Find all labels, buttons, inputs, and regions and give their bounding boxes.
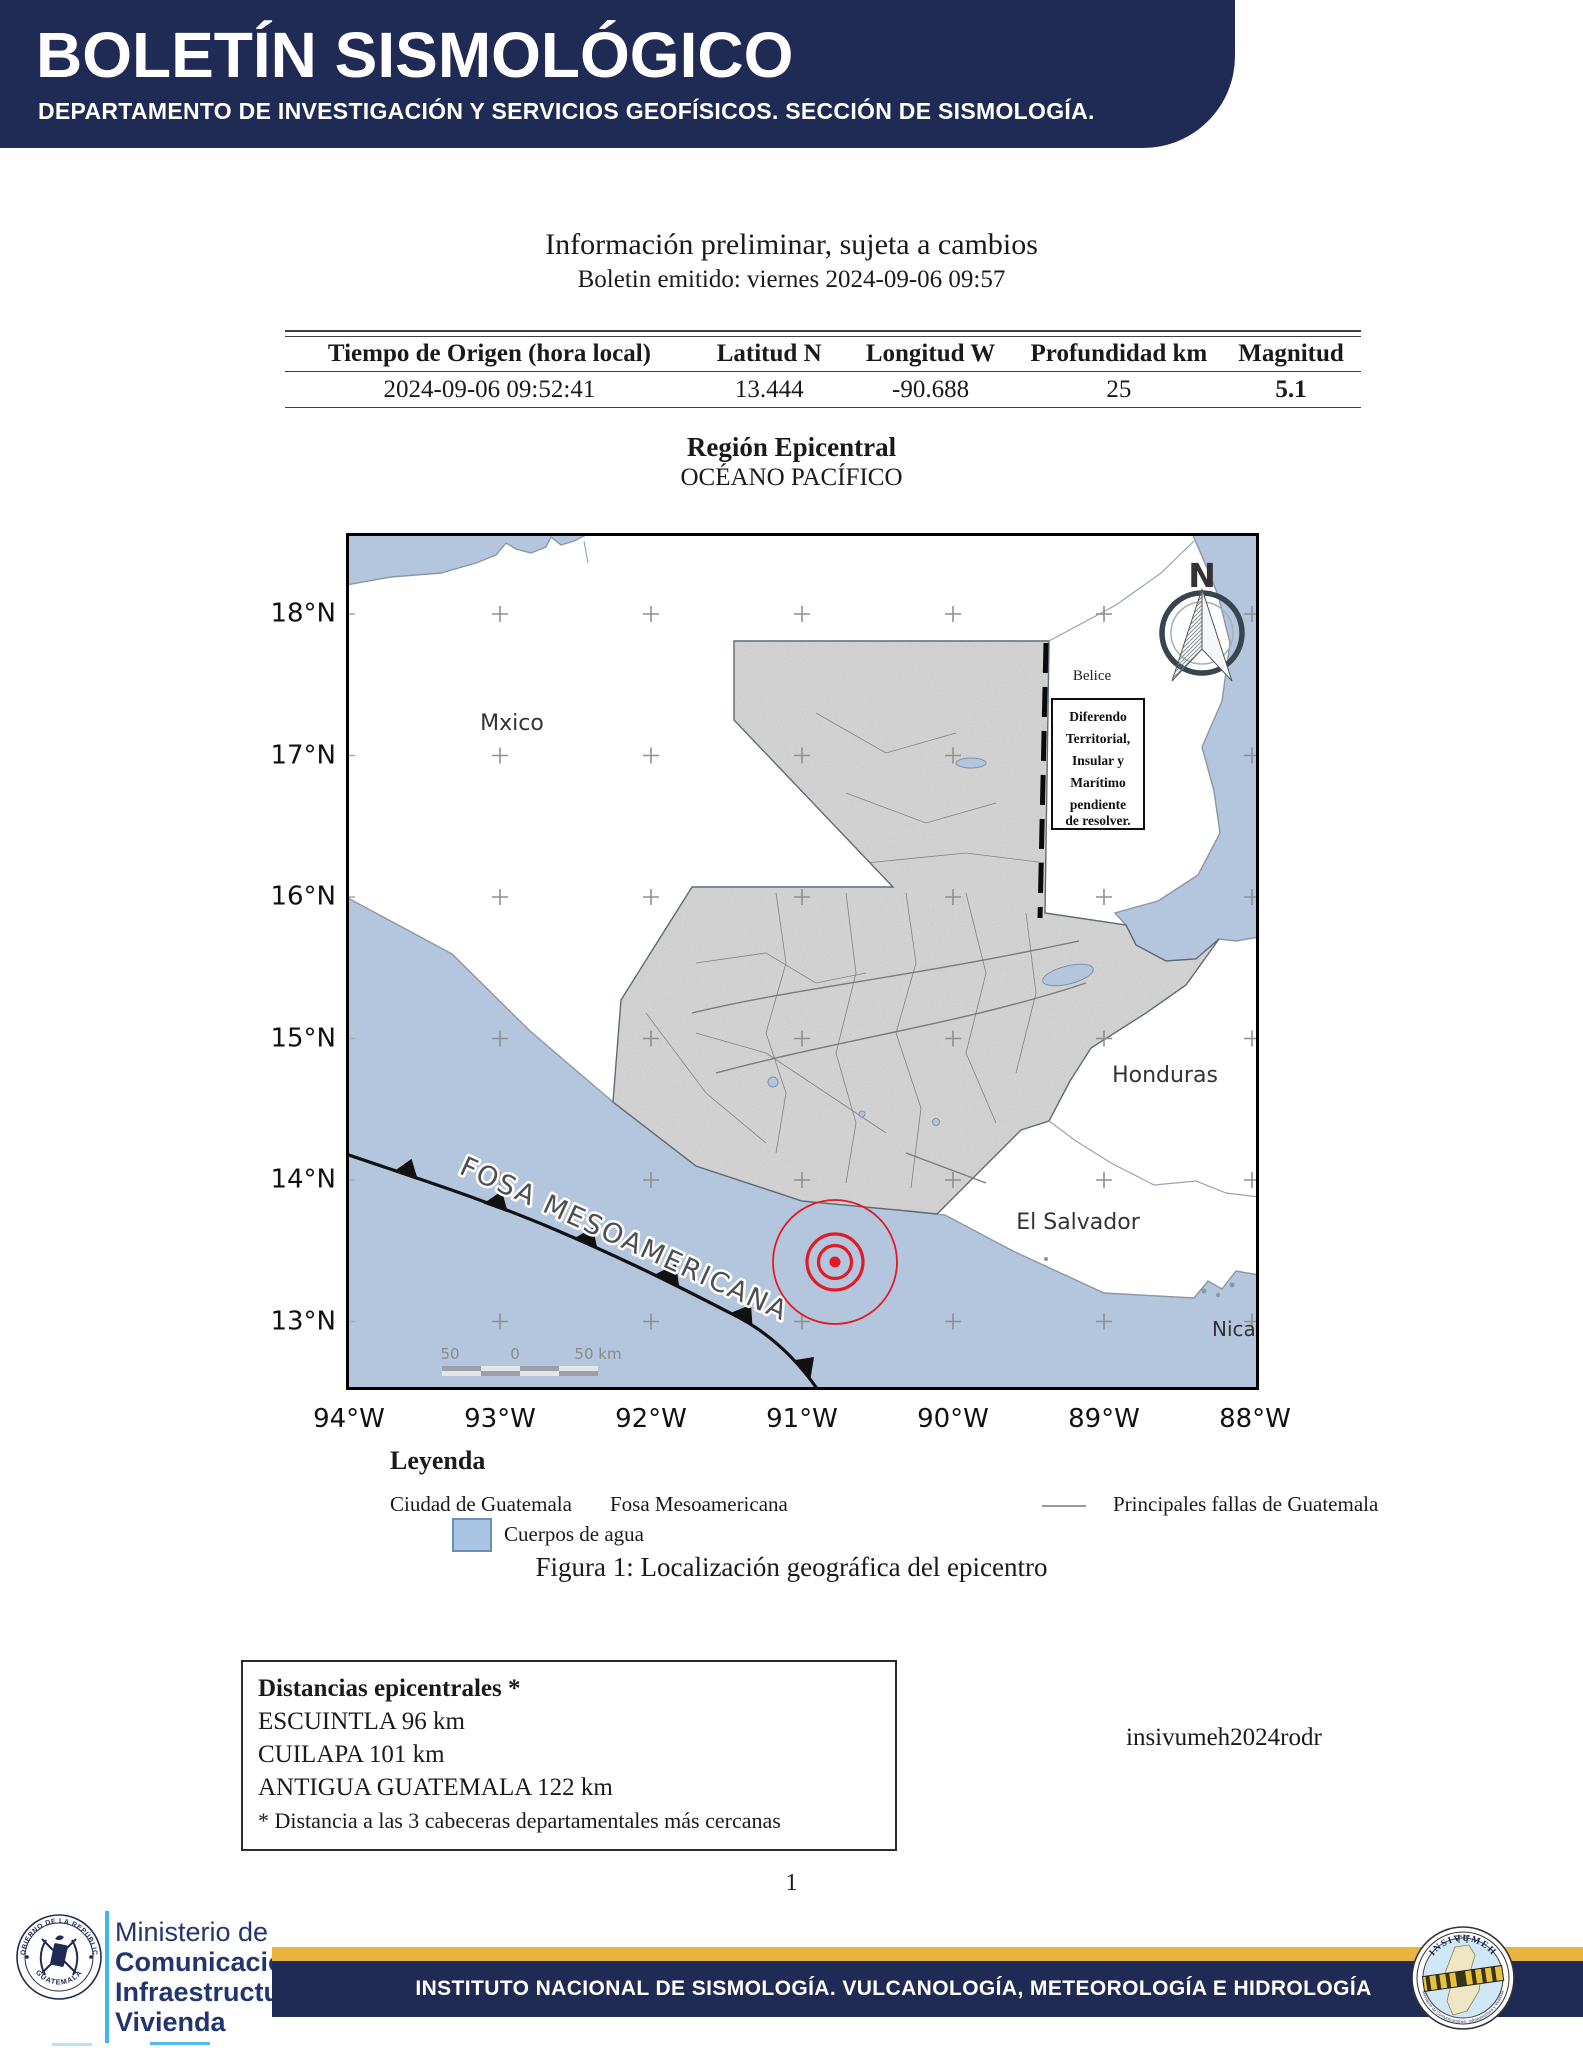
subduction-teeth [393, 1158, 815, 1379]
dispute-line: pendiente [1070, 797, 1126, 812]
lat-label-17n: 17°N [270, 740, 336, 771]
pacific-ocean [346, 896, 1259, 1390]
lat-label-16n: 16°N [270, 881, 336, 912]
legend-item-faults: Principales fallas de Guatemala [1113, 1492, 1379, 1516]
label-mexico: Mxico [480, 711, 544, 736]
compass-n-label: N [1188, 556, 1216, 595]
compass-icon: N [1159, 556, 1245, 682]
fault-lines [691, 940, 1087, 1184]
lat-label-18n: 18°N [270, 598, 336, 629]
col-header-magnitude: Magnitud [1238, 340, 1344, 367]
government-seal-icon: GOBIERNO DE LA REPÚBLICA GUATEMALA [15, 1913, 102, 2000]
lon-label-94w: 94°W [313, 1404, 385, 1434]
lat-label-13n: 13°N [270, 1306, 336, 1337]
disputed-border-dashed [1037, 642, 1049, 919]
header-banner: BOLETÍN SISMOLÓGICO DEPARTAMENTO DE INVE… [0, 0, 1235, 148]
col-header-origin-time: Tiempo de Origen (hora local) [327, 340, 651, 367]
region-title: Región Epicentral [686, 432, 897, 462]
footer-gold-strip [272, 1947, 1583, 1961]
map-frame [346, 533, 1259, 1390]
epicentral-map: FOSA MESOAMERICANA Mxico Belice Honduras… [346, 533, 1259, 1390]
dispute-line: Territorial, [1066, 731, 1130, 746]
lakes [767, 757, 1094, 1126]
water-swatch-icon [452, 1518, 492, 1552]
cell-magnitude: 5.1 [1275, 375, 1307, 403]
dispute-line: de resolver. [1065, 813, 1130, 828]
label-belize: Belice [1073, 668, 1112, 684]
scale-bar: 50 0 50 km [440, 1345, 622, 1376]
distance-line: ESCUINTLA 96 km [258, 1708, 465, 1735]
col-header-depth: Profundidad km [1030, 340, 1208, 367]
table-rule-mid [285, 371, 1361, 372]
lon-label-90w: 90°W [917, 1404, 989, 1434]
distance-line: CUILAPA 101 km [258, 1741, 445, 1768]
table-rule-top [285, 330, 1361, 332]
mexico-belize-border [1048, 540, 1195, 642]
cutoff-mark [52, 2043, 92, 2046]
label-nicaragua: Nicara [1212, 1317, 1259, 1341]
region-subtitle: OCÉANO PACÍFICO [680, 464, 903, 491]
lon-label-92w: 92°W [615, 1404, 687, 1434]
legend-title: Leyenda [390, 1446, 486, 1475]
emitted-note: Boletin emitido: viernes 2024-09-06 09:5… [577, 266, 1006, 293]
ministry-line: Ministerio de [115, 1917, 269, 1947]
analyst-id: insivumeh2024rodr [1126, 1724, 1322, 1751]
table-rule-bottom [285, 407, 1361, 408]
figure-caption: Figura 1: Localización geográfica del ep… [535, 1552, 1048, 1582]
ministry-line: Vivienda [115, 2007, 226, 2037]
table-header-row: Tiempo de Origen (hora local) Latitud N … [285, 337, 1361, 371]
insivumeh-logo-icon: INSIVUMEH Ministerio de Comunicaciones, … [1411, 1926, 1515, 2030]
fault-line-swatch-icon [1042, 1505, 1086, 1507]
lon-label-91w: 91°W [766, 1404, 838, 1434]
dispute-line: Marítimo [1070, 775, 1126, 790]
page-number: 1 [785, 1870, 798, 1896]
dispute-line: Diferendo [1069, 709, 1127, 724]
footer-divider [105, 1911, 109, 2043]
gulf-of-mexico [346, 533, 595, 586]
page-title: BOLETÍN SISMOLÓGICO [36, 19, 794, 91]
lat-label-14n: 14°N [270, 1164, 336, 1195]
lon-label-88w: 88°W [1219, 1404, 1291, 1434]
preliminary-note: Información preliminar, sujeta a cambios [545, 228, 1038, 261]
lat-label-15n: 15°N [270, 1023, 336, 1054]
label-honduras: Honduras [1112, 1063, 1218, 1088]
dispute-note-box: Diferendo Territorial, Insular y Marítim… [1051, 698, 1145, 830]
distances-footnote: * Distancia a las 3 cabeceras departamen… [258, 1808, 781, 1833]
legend-item-city: Ciudad de Guatemala [390, 1492, 572, 1516]
label-el-salvador: El Salvador [1016, 1210, 1140, 1235]
table-rule-top2 [285, 336, 1361, 337]
graticule-crosses [346, 606, 1259, 1330]
distance-line: ANTIGUA GUATEMALA 122 km [258, 1774, 613, 1801]
cell-longitude: -90.688 [892, 375, 970, 403]
table-row: 2024-09-06 09:52:41 13.444 -90.688 25 5.… [285, 372, 1361, 407]
cell-depth: 25 [1106, 375, 1132, 403]
dispute-line: Insular y [1072, 753, 1124, 768]
distances-title: Distancias epicentrales * [258, 1675, 521, 1702]
col-header-longitude: Longitud W [865, 340, 996, 367]
epicenter-marker [772, 1199, 898, 1325]
footer-institute-bar: INSTITUTO NACIONAL DE SISMOLOGÍA. VULCAN… [272, 1961, 1583, 2017]
cell-latitude: 13.444 [734, 375, 804, 403]
epicentral-distances-box: Distancias epicentrales * ESCUINTLA 96 k… [241, 1660, 897, 1851]
honduras-elsalvador-border [1048, 1120, 1259, 1198]
scale-bar-blocks [442, 1366, 598, 1376]
cell-origin-time: 2024-09-06 09:52:41 [383, 375, 596, 403]
col-header-latitude: Latitud N [716, 340, 822, 367]
legend-item-trench: Fosa Mesoamericana [610, 1492, 788, 1516]
scale-left: 50 [440, 1345, 459, 1363]
lon-label-89w: 89°W [1068, 1404, 1140, 1434]
event-table: Tiempo de Origen (hora local) Latitud N … [285, 330, 1361, 408]
header-subtitle: DEPARTAMENTO DE INVESTIGACIÓN Y SERVICIO… [38, 98, 1095, 124]
scale-right: 50 km [574, 1345, 621, 1363]
scale-mid: 0 [510, 1345, 520, 1363]
department-borders [645, 712, 1047, 1189]
cutoff-mark [150, 2042, 210, 2045]
legend-item-water: Cuerpos de agua [504, 1522, 644, 1546]
lon-label-93w: 93°W [464, 1404, 536, 1434]
institute-name: INSTITUTO NACIONAL DE SISMOLOGÍA. VULCAN… [415, 1977, 1372, 2000]
